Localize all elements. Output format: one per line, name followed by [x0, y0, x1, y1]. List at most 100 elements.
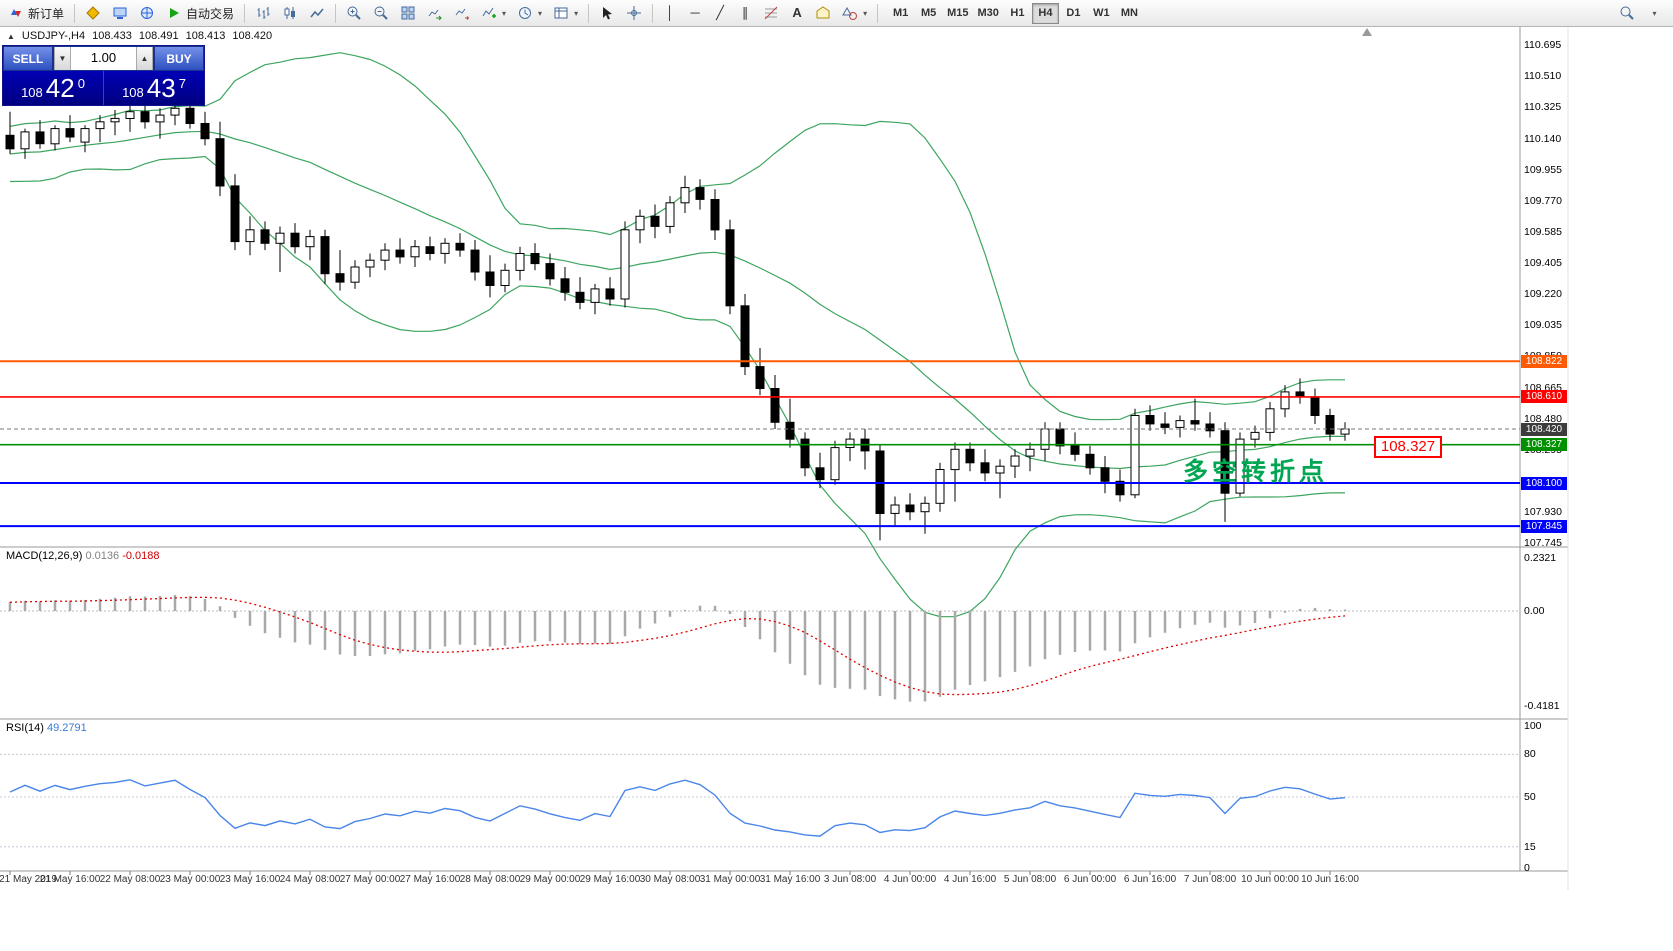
- chevron-down-icon: ▾: [1652, 8, 1657, 18]
- play-icon: [170, 8, 180, 18]
- timeframe-m1-button[interactable]: M1: [887, 3, 914, 24]
- fibonacci-button[interactable]: [758, 2, 784, 25]
- buy-button[interactable]: BUY: [154, 46, 204, 71]
- bar-chart-button[interactable]: [250, 2, 276, 25]
- toolbar-separator: [335, 3, 337, 23]
- volume-increase-button[interactable]: ▲: [136, 47, 153, 70]
- quote-open: 108.433: [92, 30, 132, 42]
- shapes-button[interactable]: ▾: [837, 2, 872, 25]
- toolbar-separator: [244, 3, 246, 23]
- horizontal-line-button[interactable]: ─: [683, 2, 707, 25]
- timeframe-m15-button[interactable]: M15: [943, 3, 972, 24]
- auto-trading-button[interactable]: 自动交易: [161, 2, 239, 25]
- time-axis: [9, 871, 1331, 875]
- cursor-button[interactable]: [594, 2, 620, 25]
- volume-decrease-button[interactable]: ▼: [54, 47, 71, 70]
- quote-bar: ▲ USDJPY-,H4 108.433 108.491 108.413 108…: [7, 30, 272, 42]
- bollinger-bands: [9, 52, 1345, 618]
- fibonacci-icon: [764, 6, 778, 20]
- search-icon: [1620, 6, 1634, 20]
- chart-shift-marker[interactable]: [1362, 28, 1372, 36]
- timeframe-group: M1 M5 M15 M30 H1 H4 D1 W1 MN: [887, 2, 1143, 24]
- indicator-plus-icon: [482, 7, 497, 18]
- trendline-icon: ╱: [716, 5, 724, 20]
- sell-price-base: 108: [21, 84, 43, 100]
- trendline-button[interactable]: ╱: [708, 2, 732, 25]
- line-chart-icon: [310, 8, 324, 18]
- sell-price-sup: 0: [77, 75, 85, 91]
- sell-price-big: 42: [45, 73, 75, 103]
- auto-scroll-icon: [428, 9, 442, 21]
- symbol-label: USDJPY-,H4: [21, 30, 86, 42]
- volume-stepper: ▼ 1.00 ▲: [53, 46, 154, 71]
- timeframe-m5-button[interactable]: M5: [915, 3, 942, 24]
- trade-panel-prices: 108 42 0 108 43 7: [3, 71, 204, 105]
- sell-button[interactable]: SELL: [3, 46, 53, 71]
- tiles-icon: [401, 6, 415, 20]
- auto-trading-label: 自动交易: [186, 6, 235, 21]
- one-click-trading-panel: SELL ▼ 1.00 ▲ BUY 108 42 0 108 43 7: [2, 45, 205, 106]
- text-tool-button[interactable]: A: [785, 2, 809, 25]
- tile-windows-button[interactable]: [395, 2, 421, 25]
- indicators-button[interactable]: ▾: [476, 2, 511, 25]
- panel-separators[interactable]: [0, 27, 1569, 890]
- chart-shift-icon: [455, 8, 470, 20]
- timeframe-h1-button[interactable]: H1: [1004, 3, 1031, 24]
- timeframe-d1-button[interactable]: D1: [1060, 3, 1087, 24]
- chart-shift-button[interactable]: [449, 2, 475, 25]
- sell-price[interactable]: 108 42 0: [3, 71, 103, 105]
- chevron-down-icon: ▾: [538, 8, 543, 18]
- macd-signal-value: -0.0188: [122, 550, 160, 562]
- search-button[interactable]: [1614, 2, 1640, 25]
- price-callout: 108.327: [1374, 436, 1442, 458]
- toolbar-more-button[interactable]: ▾: [1642, 2, 1666, 25]
- rsi-label: RSI(14) 49.2791: [6, 722, 87, 734]
- horizontal-lines[interactable]: [0, 360, 1520, 528]
- zoom-in-icon: [347, 6, 361, 20]
- macd-name: MACD(12,26,9): [6, 550, 83, 562]
- candlestick-chart-button[interactable]: [277, 2, 303, 25]
- timeframe-mn-button[interactable]: MN: [1116, 3, 1143, 24]
- line-chart-button[interactable]: [304, 2, 330, 25]
- crosshair-button[interactable]: [621, 2, 647, 25]
- auto-scroll-button[interactable]: [422, 2, 448, 25]
- chevron-up-icon: ▲: [140, 54, 149, 63]
- chevron-down-icon: ▾: [502, 8, 507, 18]
- market-watch-button[interactable]: [107, 2, 133, 25]
- new-order-label: 新订单: [28, 6, 65, 21]
- timeframe-m30-button[interactable]: M30: [974, 3, 1003, 24]
- toolbar-right-group: ▾: [1614, 2, 1670, 25]
- vertical-line-button[interactable]: │: [658, 2, 682, 25]
- channel-button[interactable]: ∥: [733, 2, 757, 25]
- rsi-name: RSI(14): [6, 722, 44, 734]
- timeframe-h4-button[interactable]: H4: [1031, 2, 1059, 24]
- shapes-icon: [842, 6, 858, 20]
- templates-button[interactable]: ▾: [548, 2, 583, 25]
- quote-low: 108.413: [185, 30, 226, 42]
- horizontal-line-icon: ─: [690, 5, 700, 20]
- new-order-button[interactable]: 新订单: [3, 2, 69, 25]
- label-icon: [816, 6, 830, 19]
- globe-icon: [141, 7, 154, 19]
- volume-input[interactable]: 1.00: [90, 50, 117, 65]
- label-tool-button[interactable]: [810, 2, 836, 25]
- chevron-down-icon: ▾: [863, 8, 868, 18]
- new-order-icon: [11, 9, 21, 17]
- chart-annotation: 多空转折点: [1183, 458, 1329, 486]
- rsi-panel: [0, 753, 1520, 848]
- diamond-icon: [86, 6, 100, 20]
- terminal-button[interactable]: [134, 2, 160, 25]
- buy-price-sup: 7: [178, 75, 186, 91]
- clock-icon: [519, 7, 532, 19]
- zoom-in-button[interactable]: [341, 2, 367, 25]
- buy-price-base: 108: [122, 84, 144, 100]
- metaeditor-button[interactable]: [80, 2, 106, 25]
- chevron-down-icon: ▼: [58, 54, 67, 63]
- periods-button[interactable]: ▾: [512, 2, 547, 25]
- rsi-value: 49.2791: [46, 722, 87, 734]
- zoom-out-button[interactable]: [368, 2, 394, 25]
- timeframe-w1-button[interactable]: W1: [1088, 3, 1115, 24]
- toolbar-separator: [74, 3, 76, 23]
- buy-price[interactable]: 108 43 7: [103, 71, 204, 105]
